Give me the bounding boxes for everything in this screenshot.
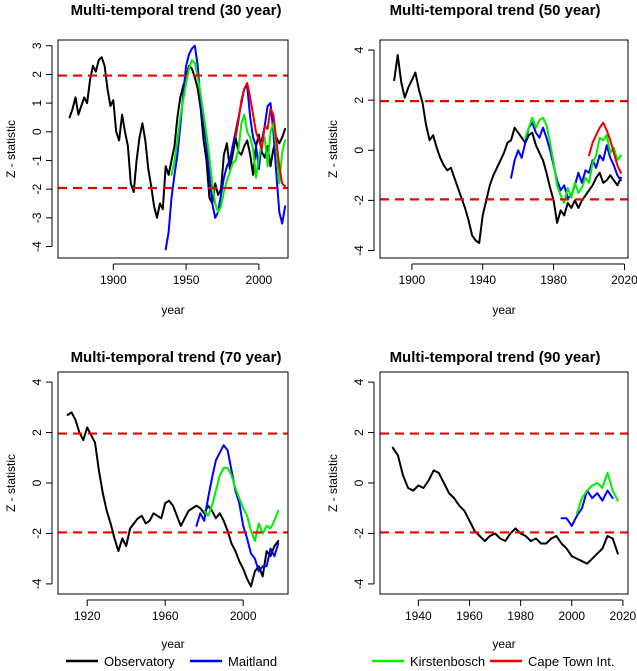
y-tick-label: 1 xyxy=(30,99,44,106)
legend-label-maitland: Maitland xyxy=(228,654,277,669)
y-tick-label: -4 xyxy=(30,241,44,252)
chart-panel-1: Multi-temporal trend (30 year)1900 1950 20… xyxy=(4,2,289,317)
legend-item-cape-town-int: Cape Town Int. xyxy=(490,654,614,669)
x-tick-label: 1900 xyxy=(399,273,426,287)
y-tick-label: 0 xyxy=(30,128,44,135)
y-tick-label: -2 xyxy=(352,195,366,206)
y-tick-label: 4 xyxy=(352,378,366,385)
x-tick-label: 1940 xyxy=(405,609,432,623)
x-tick-label: 1960 xyxy=(456,609,483,623)
y-tick-label: -2 xyxy=(30,528,44,539)
series-line-maitland xyxy=(164,44,287,251)
y-axis-label: Z - statistic xyxy=(326,120,340,178)
y-tick-label: 0 xyxy=(352,479,366,486)
y-tick-label: 4 xyxy=(352,46,366,53)
chart-panel-2: Multi-temporal trend (50 year) 1900 1940 19… xyxy=(326,2,637,317)
y-tick-label: 2 xyxy=(30,429,44,436)
series-line-kirstenbosch xyxy=(170,59,287,214)
plot-area xyxy=(58,44,288,251)
series-line-kirstenbosch xyxy=(524,116,622,204)
plot-frame xyxy=(57,39,289,259)
y-tick-label: 0 xyxy=(352,147,366,154)
series-line-maitland xyxy=(560,489,614,527)
chart-title: Multi-temporal trend (70 year) xyxy=(71,349,282,366)
y-tick-label: 2 xyxy=(352,429,366,436)
y-axis-label: Z - statistic xyxy=(4,120,18,178)
plot-frame xyxy=(57,371,289,595)
x-tick-label: 2000 xyxy=(230,609,257,623)
x-axis-label: year xyxy=(161,637,184,651)
y-axis-label: Z - statistic xyxy=(4,454,18,512)
x-axis-label: year xyxy=(161,303,184,317)
x-tick-label: 1980 xyxy=(540,273,567,287)
x-tick-label: 1960 xyxy=(152,609,179,623)
chart-panel-4: Multi-temporal trend (90 year) 1940 1960 19… xyxy=(326,349,637,651)
chart-panel-3: Multi-temporal trend (70 year)1920 1960 20… xyxy=(4,349,289,651)
y-tick-label: 2 xyxy=(30,71,44,78)
x-tick-label: 1900 xyxy=(100,273,127,287)
legend-item-kirstenbosch: Kirstenbosch xyxy=(372,654,485,669)
y-tick-label: -3 xyxy=(30,212,44,223)
legend-label-cape-town-int: Cape Town Int. xyxy=(528,654,614,669)
y-tick-label: -2 xyxy=(352,528,366,539)
y-axis-label: Z - statistic xyxy=(326,454,340,512)
plot-frame xyxy=(379,371,629,595)
series-line-kirstenbosch xyxy=(203,466,280,542)
y-tick-label: 0 xyxy=(30,479,44,486)
x-tick-label: 2000 xyxy=(246,273,273,287)
x-tick-label: 1980 xyxy=(507,609,534,623)
y-tick-label: -1 xyxy=(30,155,44,166)
series-line-observatory xyxy=(393,54,622,244)
legend-item-maitland: Maitland xyxy=(190,654,277,669)
x-tick-label: 1950 xyxy=(173,273,200,287)
chart-title: Multi-temporal trend (30 year) xyxy=(71,2,282,19)
chart-title: Multi-temporal trend (50 year) xyxy=(390,2,601,19)
x-axis-label: year xyxy=(492,303,515,317)
series-line-cape-town-int xyxy=(588,121,622,174)
y-tick-label: 3 xyxy=(30,42,44,49)
x-tick-label: 2020 xyxy=(611,273,637,287)
legend-item-observatory: Observatory xyxy=(66,654,175,669)
chart-title: Multi-temporal trend (90 year) xyxy=(390,349,601,366)
y-tick-label: -4 xyxy=(30,578,44,589)
series-line-kirstenbosch xyxy=(575,471,619,515)
series-line-cape-town-int xyxy=(234,82,287,188)
plot-area xyxy=(380,54,628,244)
legend-label-kirstenbosch: Kirstenbosch xyxy=(410,654,485,669)
y-tick-label: -4 xyxy=(352,578,366,589)
y-tick-label: -4 xyxy=(352,245,366,256)
y-tick-label: -2 xyxy=(30,183,44,194)
y-tick-label: 2 xyxy=(352,96,366,103)
series-line-maitland xyxy=(195,444,280,573)
legend: Observatory Maitland Kirstenbosch Cape T… xyxy=(66,654,614,669)
plot-frame xyxy=(379,39,629,259)
x-tick-label: 1940 xyxy=(469,273,496,287)
plot-area xyxy=(58,411,288,588)
y-tick-label: 4 xyxy=(30,378,44,385)
series-line-observatory xyxy=(68,56,287,219)
x-tick-label: 2000 xyxy=(558,609,585,623)
x-tick-label: 1920 xyxy=(74,609,101,623)
x-axis-label: year xyxy=(492,637,515,651)
legend-label-observatory: Observatory xyxy=(104,654,175,669)
series-line-observatory xyxy=(66,411,280,588)
series-line-observatory xyxy=(391,446,619,565)
plot-area xyxy=(380,432,628,565)
x-tick-label: 2020 xyxy=(610,609,637,623)
